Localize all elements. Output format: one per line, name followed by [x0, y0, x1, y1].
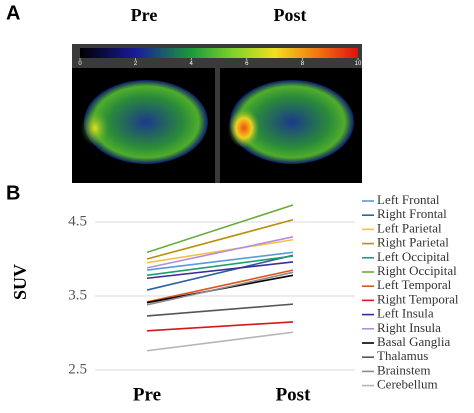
colorbar-tick-label: 2	[134, 61, 138, 67]
y-axis-label: SUV	[10, 264, 30, 300]
series-line	[146, 236, 294, 269]
legend-label: Thalamus	[377, 348, 428, 363]
y-tick-label: 3.5	[68, 287, 87, 303]
x-tick-label: Pre	[133, 384, 161, 405]
legend-label: Left Temporal	[377, 277, 452, 292]
legend-label: Right Occipital	[377, 263, 457, 278]
series-line	[146, 269, 294, 303]
legend-label: Right Temporal	[377, 291, 459, 306]
x-tick-label: Post	[276, 384, 312, 405]
colorbar-tick-label: 10	[355, 61, 362, 67]
series-line	[146, 331, 294, 352]
series-line	[146, 303, 294, 317]
legend-label: Basal Ganglia	[377, 334, 451, 349]
series-line	[146, 219, 294, 260]
legend-label: Right Insula	[377, 320, 441, 335]
series-line	[146, 254, 294, 291]
series-line	[146, 321, 294, 332]
legend-label: Brainstem	[377, 362, 430, 377]
hotspot	[228, 108, 260, 148]
series-line	[146, 261, 294, 280]
y-tick-label: 2.5	[68, 361, 87, 377]
series-line	[146, 204, 294, 254]
y-tick-label: 4.5	[68, 213, 87, 229]
panel-label: B	[6, 182, 20, 204]
colorbar-tick-label: 6	[245, 61, 249, 67]
colorbar-tick-label: 0	[78, 61, 82, 67]
series-line	[146, 255, 294, 277]
series-line	[146, 271, 294, 306]
legend-label: Left Occipital	[377, 249, 450, 264]
legend-label: Right Frontal	[377, 206, 447, 221]
colorbar	[80, 48, 358, 58]
panel-label: A	[6, 2, 20, 24]
series-line	[146, 238, 294, 264]
colorbar-tick-label: 8	[301, 61, 305, 67]
colorbar-tick-label: 4	[190, 61, 194, 67]
series-line	[146, 251, 294, 271]
hotspot	[81, 110, 109, 146]
legend-label: Left Insula	[377, 306, 434, 321]
brain	[230, 80, 354, 164]
column-title: Post	[274, 5, 307, 25]
column-title: Pre	[131, 5, 158, 25]
legend-label: Cerebellum	[377, 377, 438, 392]
legend-label: Right Parietal	[377, 235, 449, 250]
legend-label: Left Frontal	[377, 192, 440, 207]
legend-label: Left Parietal	[377, 220, 442, 235]
brain	[84, 80, 208, 164]
